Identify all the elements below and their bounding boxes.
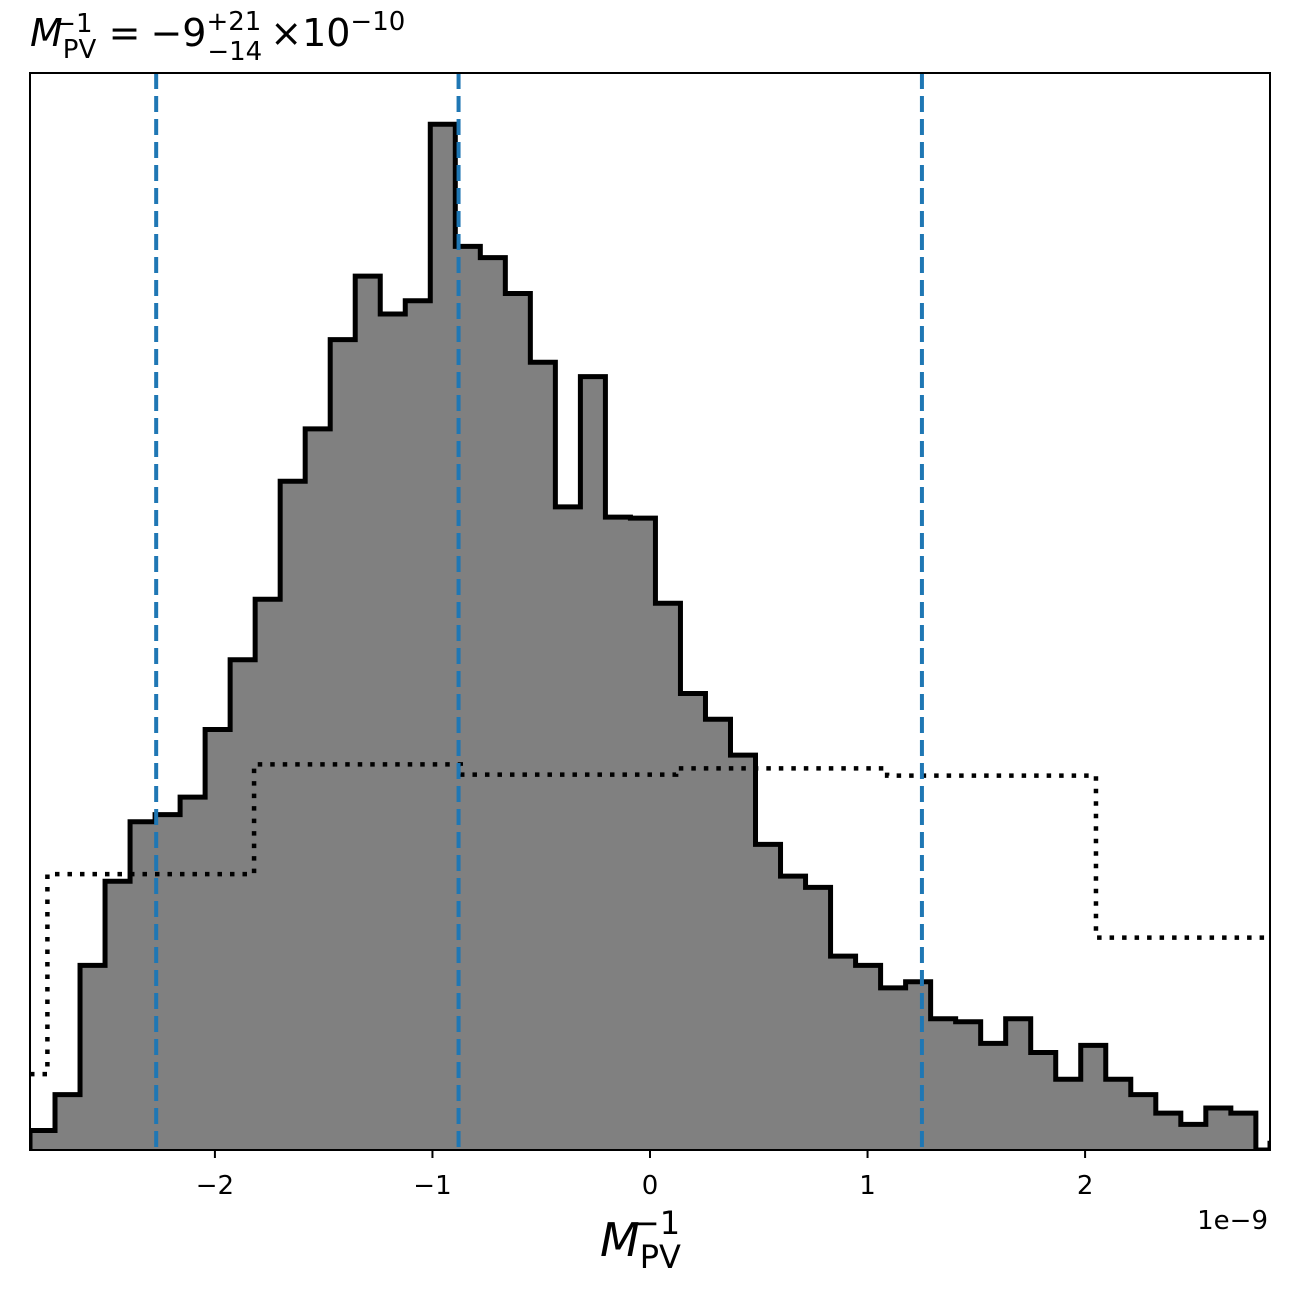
title-plus: +21 <box>206 7 261 37</box>
histogram-bar <box>1030 1052 1057 1150</box>
histogram-bar <box>255 599 281 1150</box>
title-relation: = <box>109 11 141 55</box>
histogram-bar <box>105 881 131 1150</box>
histogram-bar <box>905 981 932 1150</box>
title-superscript: −1 <box>54 9 92 39</box>
histogram-bar <box>1105 1079 1132 1150</box>
histogram-bar <box>1155 1113 1182 1150</box>
chart-title: MPV−1 = −9+21 −14 ×10−10 <box>30 7 405 67</box>
histogram-bar <box>980 1043 1007 1150</box>
histogram-bar <box>580 376 607 1150</box>
histogram-bar <box>855 965 882 1150</box>
histogram-bar <box>1180 1124 1207 1150</box>
histogram-bar <box>530 362 556 1150</box>
histogram-bar <box>555 506 581 1150</box>
title-times: × <box>270 11 302 55</box>
plot-area <box>30 73 1270 1150</box>
xlabel-superscript: −1 <box>633 1204 680 1242</box>
histogram-bar <box>480 257 506 1150</box>
histogram-bar <box>605 517 632 1150</box>
histogram-bar <box>180 797 206 1150</box>
histogram-bar <box>355 276 381 1150</box>
histogram-bar <box>330 339 356 1150</box>
histogram-bar <box>30 1130 56 1150</box>
histogram-bar <box>205 729 231 1150</box>
x-tick-label: 2 <box>1077 1171 1094 1201</box>
histogram-bar <box>805 887 832 1150</box>
histogram-bar <box>755 844 782 1150</box>
xlabel-subscript: PV <box>640 1238 681 1276</box>
histogram-bar <box>405 300 431 1150</box>
histogram-bar <box>1205 1107 1232 1150</box>
title-subscript: PV <box>63 35 97 65</box>
histogram-bar <box>1130 1094 1157 1150</box>
x-axis-label: MPV−1 <box>600 1204 681 1276</box>
histogram-bar <box>880 987 907 1150</box>
histogram-bar <box>505 293 531 1150</box>
histogram-bar <box>1055 1079 1082 1150</box>
title-exponent: −10 <box>350 7 405 37</box>
histogram-bar <box>380 314 406 1150</box>
x-tick-label: −1 <box>413 1171 451 1201</box>
histogram-bar <box>1080 1045 1107 1150</box>
histogram-bar <box>305 428 331 1150</box>
histogram-bar <box>830 956 857 1150</box>
prior-outline <box>30 762 1270 1077</box>
histogram-bar <box>130 821 156 1150</box>
title-minus: −14 <box>207 37 262 67</box>
xlabel-symbol: M <box>600 1213 640 1267</box>
title-symbol: M <box>30 11 63 55</box>
histogram-bar <box>655 603 682 1150</box>
histogram-bar <box>1005 1018 1032 1150</box>
histogram-bar <box>955 1021 982 1150</box>
histogram-bar <box>230 659 256 1150</box>
histogram-bar <box>780 876 807 1150</box>
histogram-outline <box>30 121 1270 1150</box>
x-tick-label: 0 <box>642 1171 659 1201</box>
histogram-bar <box>430 124 456 1150</box>
histogram-bar <box>80 965 106 1150</box>
x-tick-label: 1 <box>859 1171 876 1201</box>
plot-content <box>30 73 1270 1150</box>
x-offset-label: 1e−9 <box>1197 1206 1268 1236</box>
histogram-bar <box>680 693 707 1150</box>
title-median: −9 <box>150 11 206 55</box>
x-tick-label: −2 <box>196 1171 234 1201</box>
histogram-bar <box>705 719 732 1150</box>
histogram-bar <box>730 755 757 1150</box>
x-ticks: −2 −1 0 1 2 <box>196 1150 1094 1201</box>
histogram-bar <box>155 814 181 1150</box>
histogram-bar <box>280 481 306 1150</box>
title-base: 10 <box>302 11 350 55</box>
histogram-bar <box>630 518 657 1150</box>
histogram-bar <box>1230 1113 1257 1150</box>
histogram-bar <box>55 1094 81 1150</box>
histogram-bar <box>930 1018 957 1150</box>
